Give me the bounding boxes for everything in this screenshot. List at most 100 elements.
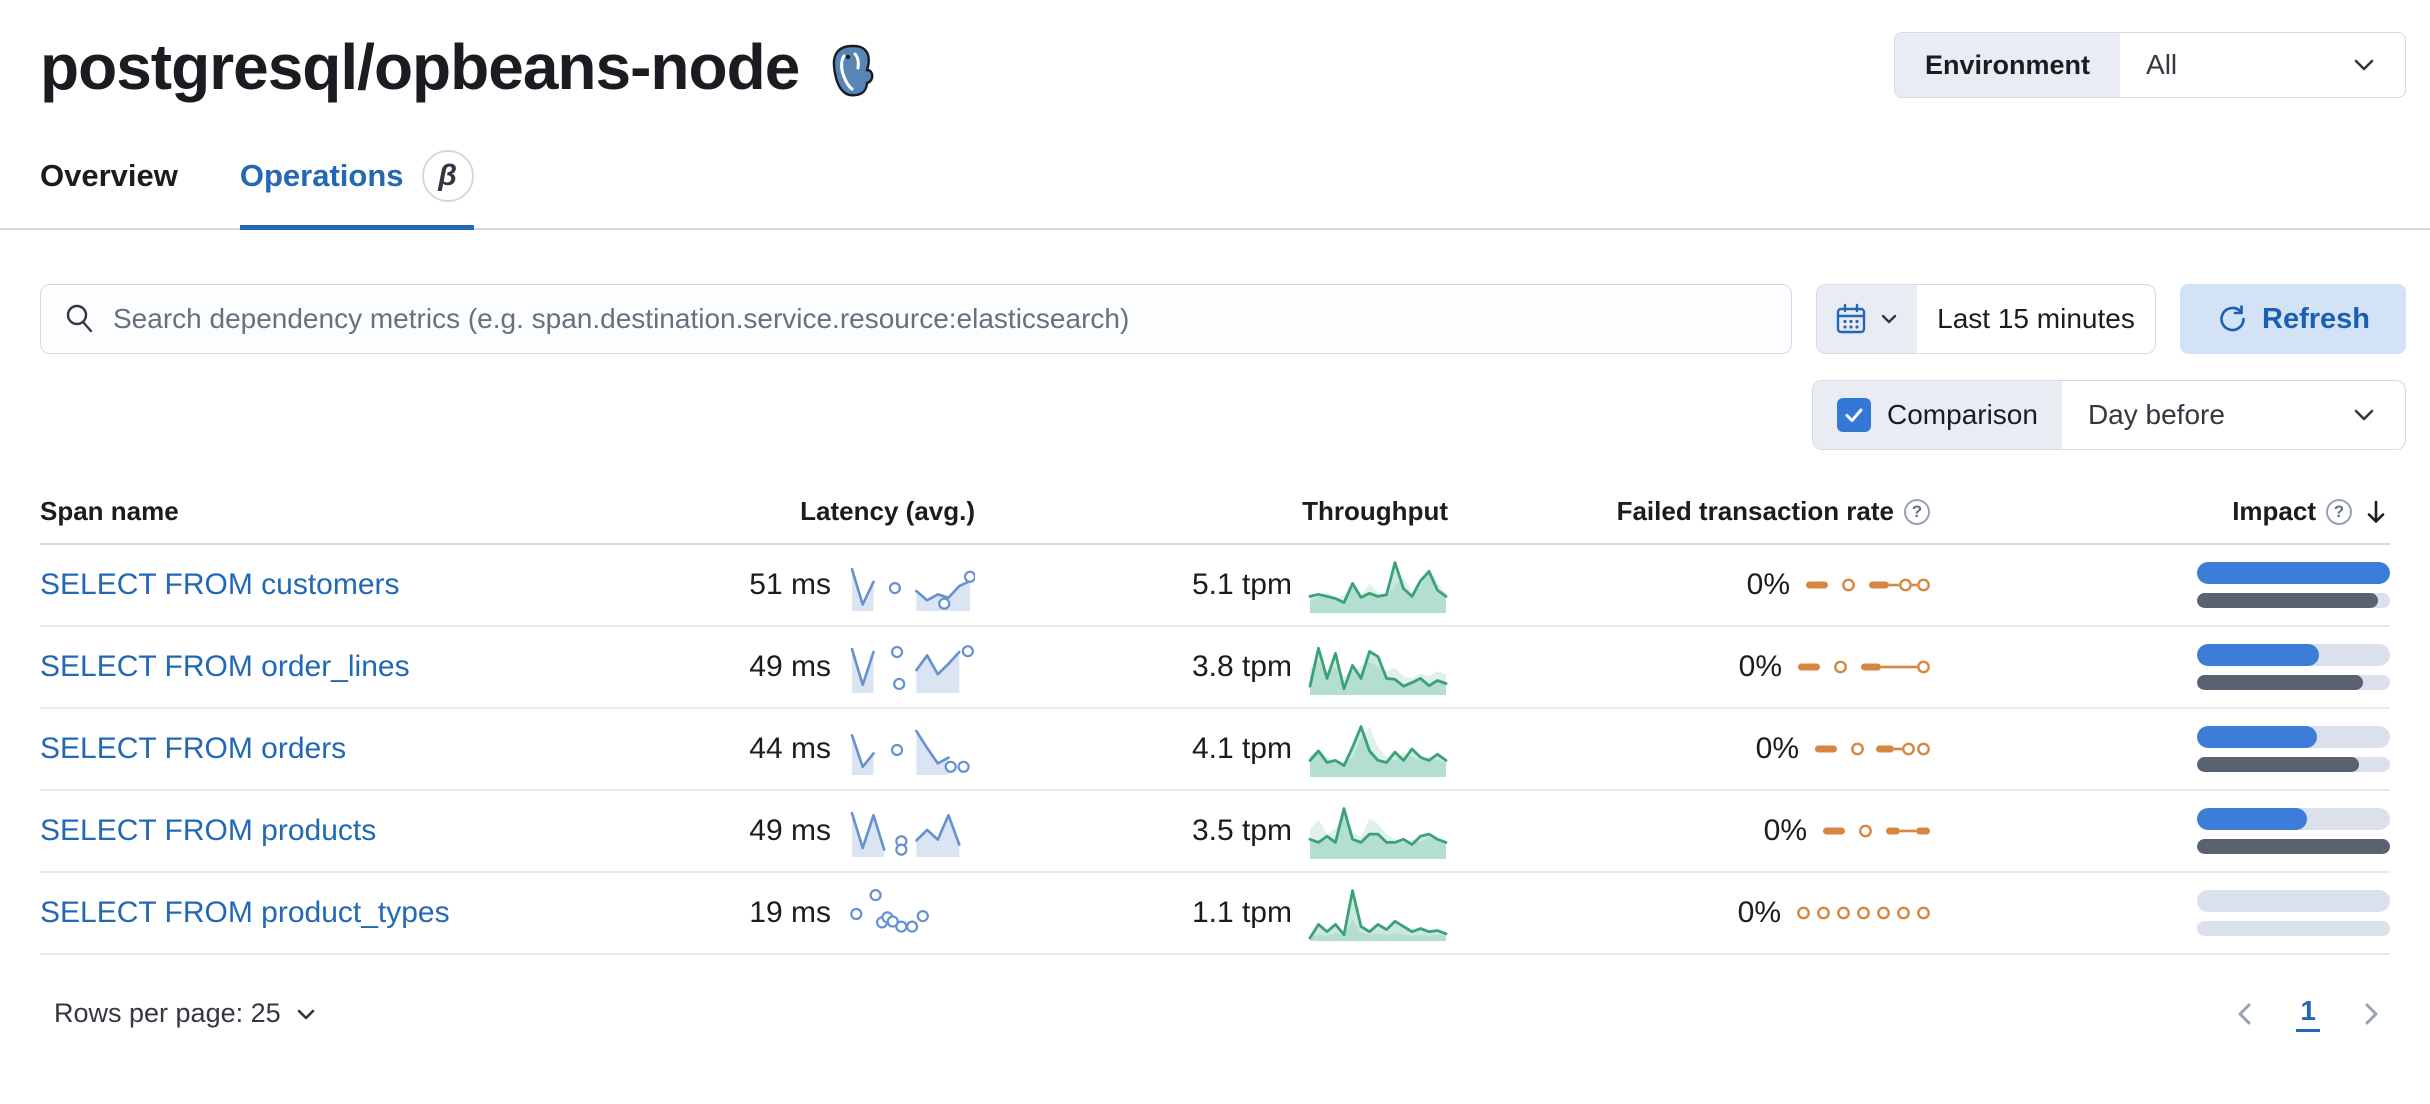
refresh-icon [2220,305,2245,332]
span-name-cell: SELECT FROM product_types [40,896,545,930]
column-header-latency[interactable]: Latency (avg.) [545,496,975,527]
failed-rate-header-label: Failed transaction rate [1616,496,1894,526]
latency-cell: 51 ms [545,557,975,613]
throughput-cell: 5.1 tpm [975,555,1448,615]
span-name-cell: SELECT FROM products [40,814,545,848]
impact-cell [1930,726,2390,772]
failed-rate-cell: 0% [1448,896,1930,930]
throughput-sparkline [1308,561,1448,613]
search-box [40,284,1792,354]
throughput-cell: 3.5 tpm [975,801,1448,861]
throughput-sparkline [1308,725,1448,777]
date-picker-quick-menu[interactable] [1817,285,1917,353]
latency-value: 49 ms [749,650,831,683]
page-header: postgresql/opbeans-node Environment All [0,0,2430,104]
table-header-row: Span name Latency (avg.) Throughput Fail… [40,496,2390,545]
next-page-icon[interactable] [2356,999,2386,1029]
failed-rate-value: 0% [1755,732,1799,765]
comparison-row: Comparison Day before [0,380,2430,450]
tab-operations-label: Operations [239,158,404,193]
tab-overview[interactable]: Overview [40,150,178,228]
impact-cell [1930,562,2390,608]
search-icon [66,304,93,333]
impact-bar-current-track [2197,808,2390,830]
comparison-control: Comparison Day before [1812,380,2406,450]
environment-select[interactable]: Environment All [1894,32,2406,98]
latency-value: 19 ms [749,896,831,929]
previous-page-icon[interactable] [2230,999,2260,1029]
table-row: SELECT FROM product_types 19 ms 1.1 tpm 0% [40,873,2390,955]
column-header-throughput[interactable]: Throughput [975,496,1448,527]
span-name-cell: SELECT FROM order_lines [40,650,545,684]
impact-bar-current-track [2197,644,2390,666]
latency-sparkline [850,811,961,857]
environment-value: All [2146,49,2178,80]
failed-rate-sparkline [1823,824,1930,838]
impact-header-label: Impact [2232,496,2316,526]
rows-per-page-button[interactable]: Rows per page: 25 [54,998,319,1029]
failed-rate-cell: 0% [1448,650,1930,684]
impact-bars [2197,562,2390,608]
latency-cell: 19 ms [545,885,975,941]
chevron-down-icon [1881,314,1897,324]
table-footer: Rows per page: 25 1 [0,995,2430,1062]
failed-rate-sparkline [1798,660,1930,674]
span-name-header-label: Span name [40,496,179,526]
date-picker: Last 15 minutes [1816,284,2156,354]
impact-bar-previous-track [2197,757,2390,772]
search-input[interactable] [113,303,1769,335]
failed-rate-value: 0% [1763,814,1807,847]
calendar-icon [1836,303,1866,334]
throughput-value: 1.1 tpm [1191,896,1292,929]
comparison-select[interactable]: Day before [2062,381,2405,449]
tab-bar: Overview Operations β [0,150,2430,230]
page-number-1[interactable]: 1 [2296,995,2320,1032]
table-body: SELECT FROM customers 51 ms 5.1 tpm 0% SELEC… [40,545,2390,955]
toolbar: Last 15 minutes Refresh [0,284,2430,354]
span-name-link[interactable]: SELECT FROM customers [40,568,400,601]
latency-sparkline [850,567,975,611]
throughput-value: 5.1 tpm [1191,568,1292,601]
latency-cell: 49 ms [545,639,975,695]
column-header-impact[interactable]: Impact ? [1930,496,2390,527]
span-name-cell: SELECT FROM orders [40,732,545,766]
table-row: SELECT FROM products 49 ms 3.5 tpm 0% [40,791,2390,873]
impact-bar-previous-track [2197,675,2390,690]
refresh-button[interactable]: Refresh [2180,284,2406,354]
question-in-circle-icon: ? [1904,498,1930,525]
latency-cell: 44 ms [545,721,975,777]
time-range-display[interactable]: Last 15 minutes [1937,303,2135,334]
failed-rate-sparkline [1806,578,1930,592]
sort-desc-arrow-icon [2367,500,2385,523]
column-header-failed-rate[interactable]: Failed transaction rate ? [1448,496,1930,527]
throughput-value: 3.5 tpm [1191,814,1292,847]
refresh-label: Refresh [2262,302,2370,335]
column-header-span-name[interactable]: Span name [40,496,545,527]
pagination: 1 [2230,995,2386,1032]
comparison-value: Day before [2087,399,2225,430]
impact-bar-current [2197,808,2307,830]
span-name-link[interactable]: SELECT FROM order_lines [40,650,410,683]
impact-cell [1930,890,2390,936]
page-title: postgresql/opbeans-node [40,31,800,103]
impact-bar-current [2197,726,2317,748]
span-name-link[interactable]: SELECT FROM products [40,814,377,847]
chevron-down-icon [297,1009,314,1019]
throughput-cell: 4.1 tpm [975,719,1448,779]
tab-overview-label: Overview [40,158,178,193]
impact-bar-current-track [2197,726,2390,748]
throughput-value: 3.8 tpm [1191,650,1292,683]
latency-value: 51 ms [749,568,831,601]
throughput-sparkline [1308,646,1448,695]
span-name-link[interactable]: SELECT FROM orders [40,732,347,765]
throughput-sparkline [1308,807,1448,859]
failed-rate-value: 0% [1746,568,1790,601]
latency-value: 49 ms [749,814,831,847]
chevron-down-icon [2354,59,2374,71]
impact-bar-previous [2197,839,2390,854]
span-name-link[interactable]: SELECT FROM product_types [40,896,450,929]
comparison-checkbox[interactable] [1837,398,1871,432]
throughput-sparkline [1308,889,1448,941]
impact-bar-current [2197,562,2390,584]
tab-operations[interactable]: Operations β [239,150,474,230]
